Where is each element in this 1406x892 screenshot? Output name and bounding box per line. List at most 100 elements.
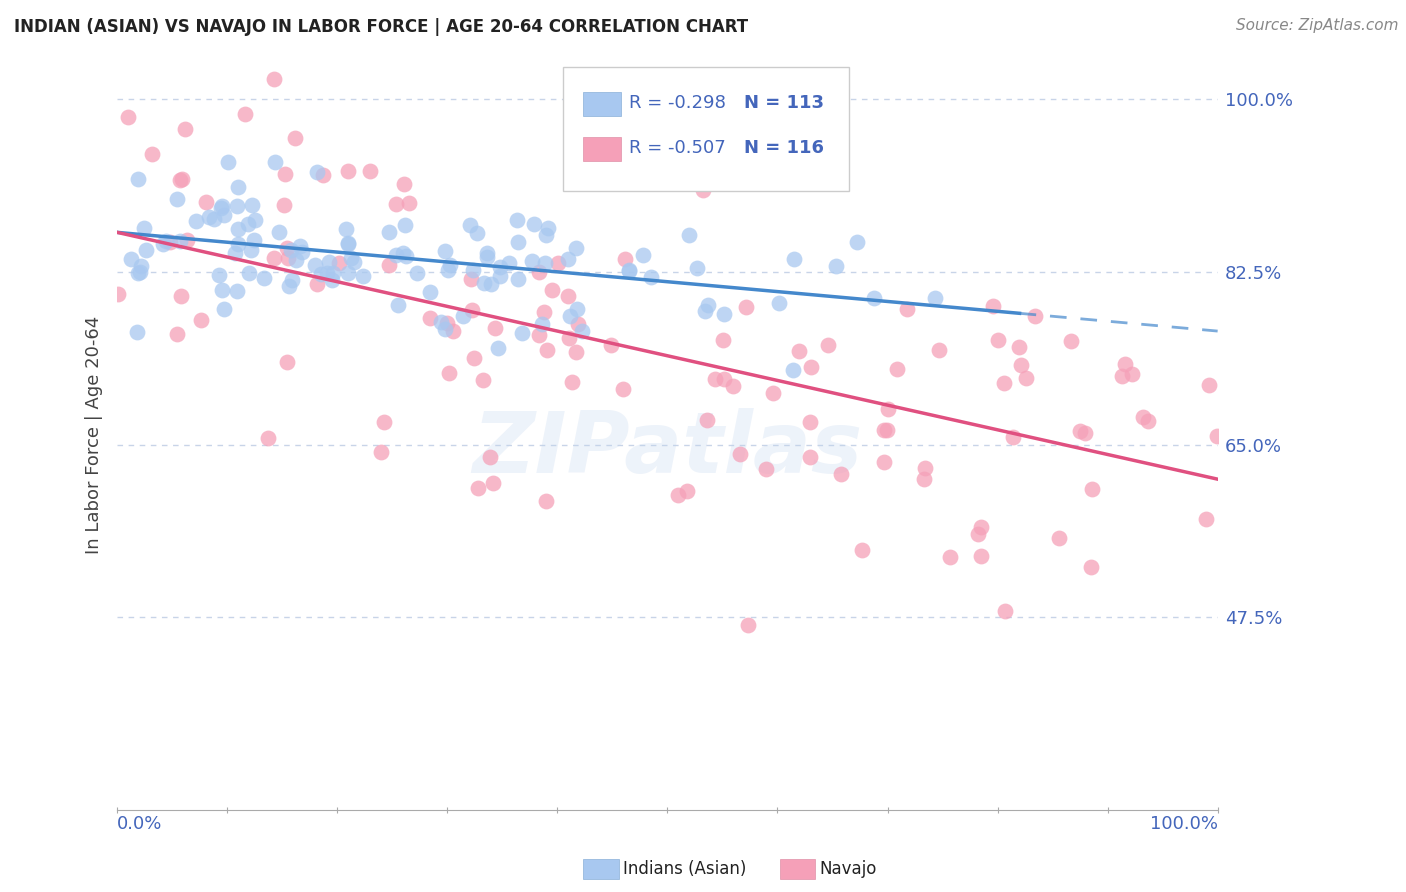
Point — [534, 494, 557, 508]
Point — [799, 450, 821, 464]
Point — [225, 284, 247, 298]
Point — [238, 217, 260, 231]
Point — [385, 247, 408, 261]
Point — [540, 284, 562, 298]
Point — [1001, 430, 1024, 444]
Point — [337, 237, 360, 252]
Text: ZIPatlas: ZIPatlas — [472, 409, 862, 491]
Point — [315, 267, 337, 281]
Point — [239, 244, 262, 258]
Point — [876, 402, 898, 417]
Point — [387, 298, 409, 312]
Point — [666, 487, 689, 501]
Point — [321, 273, 343, 287]
Point — [155, 234, 177, 248]
Point — [1132, 410, 1154, 425]
Point — [697, 298, 720, 312]
Point — [735, 300, 758, 314]
Point — [1024, 309, 1046, 323]
Point — [970, 520, 993, 534]
Point — [120, 252, 142, 266]
Point — [439, 258, 461, 272]
Text: N = 113: N = 113 — [744, 95, 824, 112]
Point — [212, 208, 235, 222]
Point — [863, 291, 886, 305]
Text: 0.0%: 0.0% — [117, 814, 163, 833]
Point — [134, 221, 156, 235]
Point — [737, 618, 759, 632]
Point — [713, 372, 735, 386]
Point — [190, 313, 212, 327]
Point — [522, 254, 544, 268]
Point — [619, 262, 641, 277]
Point — [486, 342, 509, 356]
Point — [1010, 358, 1032, 372]
Point — [676, 484, 699, 499]
Point — [1206, 429, 1229, 443]
Point — [523, 217, 546, 231]
FancyBboxPatch shape — [562, 67, 849, 191]
Point — [169, 173, 191, 187]
Point — [245, 213, 267, 227]
Point — [211, 199, 233, 213]
Point — [284, 131, 307, 145]
Point — [337, 235, 360, 250]
Point — [280, 243, 302, 257]
Point — [471, 373, 494, 387]
Text: INDIAN (ASIAN) VS NAVAJO IN LABOR FORCE | AGE 20-64 CORRELATION CHART: INDIAN (ASIAN) VS NAVAJO IN LABOR FORCE … — [14, 18, 748, 36]
Point — [135, 243, 157, 257]
Point — [370, 445, 392, 459]
Point — [209, 201, 232, 215]
Point — [198, 210, 221, 224]
Point — [477, 246, 499, 260]
Point — [336, 266, 359, 280]
Point — [728, 447, 751, 461]
Point — [129, 265, 152, 279]
Point — [307, 277, 329, 291]
Text: 100.0%: 100.0% — [1150, 814, 1218, 833]
Point — [398, 195, 420, 210]
Point — [127, 266, 149, 280]
Point — [1111, 368, 1133, 383]
Point — [631, 248, 654, 262]
Point — [1081, 482, 1104, 496]
Point — [478, 450, 501, 465]
Point — [484, 321, 506, 335]
Point — [981, 299, 1004, 313]
Text: R = -0.507: R = -0.507 — [628, 139, 725, 157]
Text: N = 116: N = 116 — [744, 139, 824, 157]
Point — [186, 213, 208, 227]
Point — [461, 262, 484, 277]
Point — [830, 467, 852, 481]
Text: R = -0.298: R = -0.298 — [628, 95, 725, 112]
Point — [309, 267, 332, 281]
Point — [373, 415, 395, 429]
Point — [304, 258, 326, 272]
Point — [170, 289, 193, 303]
Point — [711, 333, 734, 347]
Point — [159, 235, 181, 249]
Point — [1080, 560, 1102, 574]
Point — [851, 543, 873, 558]
Point — [352, 269, 374, 284]
Point — [565, 241, 588, 255]
Point — [678, 228, 700, 243]
Point — [395, 249, 418, 263]
Point — [336, 164, 359, 178]
Point — [1015, 371, 1038, 385]
Point — [276, 241, 298, 255]
Point — [257, 431, 280, 445]
Point — [152, 236, 174, 251]
Point — [291, 244, 314, 259]
Point — [600, 338, 623, 352]
Point — [174, 122, 197, 136]
Point — [613, 252, 636, 266]
Point — [537, 220, 560, 235]
Point — [565, 301, 588, 316]
Point — [226, 180, 249, 194]
Point — [253, 271, 276, 285]
Point — [768, 296, 790, 310]
Point — [433, 322, 456, 336]
Point — [928, 343, 950, 358]
Point — [571, 325, 593, 339]
